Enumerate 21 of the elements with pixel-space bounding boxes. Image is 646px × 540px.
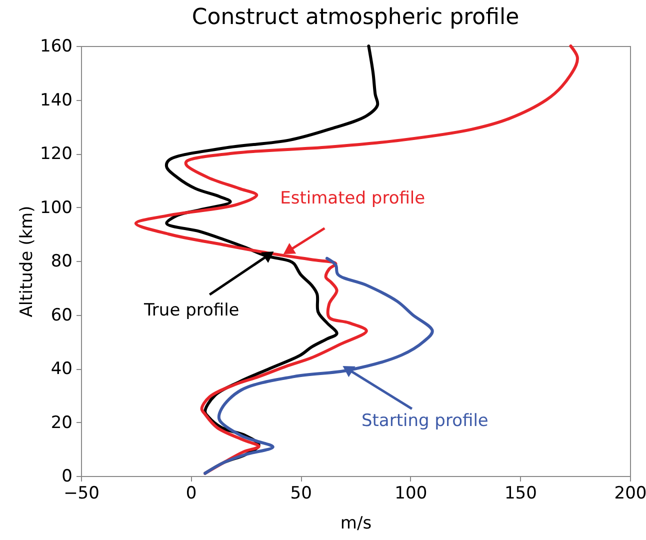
annotation: Starting profile (361, 410, 488, 431)
x-tick-label: 50 (290, 484, 312, 504)
y-tick-label: 60 (50, 305, 72, 326)
y-tick-label: 80 (50, 252, 72, 272)
y-tick-label: 120 (40, 144, 72, 164)
x-axis-title: m/s (340, 514, 372, 534)
chart-title: Construct atmospheric profile (192, 5, 520, 30)
annotation: Estimated profile (280, 188, 426, 208)
x-tick-label: 100 (394, 484, 428, 504)
y-tick-label: 0 (62, 466, 72, 486)
y-tick-label: 140 (40, 90, 72, 110)
y-tick-label: 20 (50, 412, 72, 433)
x-tick-label: 0 (186, 484, 197, 504)
x-tick-label: 200 (614, 484, 646, 504)
y-axis-title: Altitude (km) (17, 206, 38, 318)
y-tick-label: 40 (50, 359, 72, 379)
x-tick-label: 150 (504, 484, 537, 504)
x-tick-label: −50 (64, 484, 100, 504)
annotation: True profile (143, 300, 240, 321)
y-tick-label: 160 (40, 36, 72, 56)
y-tick-label: 100 (40, 198, 72, 218)
